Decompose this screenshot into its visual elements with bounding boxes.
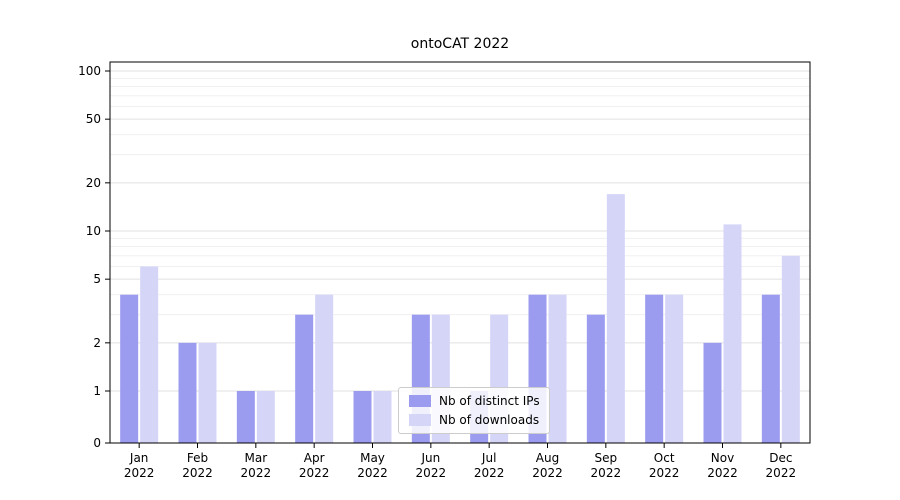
- legend-patch-downloads: [409, 414, 431, 426]
- x-tick-label: Nov 2022: [707, 451, 738, 480]
- chart-title: ontoCAT 2022: [410, 36, 510, 52]
- x-tick-label: Feb 2022: [182, 451, 213, 480]
- bar-distinct-ips-jan: [120, 294, 139, 443]
- x-tick-label: Jan 2022: [124, 451, 155, 480]
- x-tick-label: Jul 2022: [474, 451, 505, 480]
- axes-frame: [109, 61, 811, 444]
- bar-downloads-aug: [548, 294, 567, 443]
- legend-item-downloads: Nb of downloads: [409, 413, 539, 427]
- bar-distinct-ips-mar: [236, 391, 255, 443]
- bar-downloads-apr: [315, 294, 334, 443]
- y-tick-label: 20: [86, 176, 101, 190]
- bar-distinct-ips-feb: [178, 342, 197, 443]
- y-tick-label: 5: [93, 272, 101, 286]
- y-tick-label: 1: [93, 384, 101, 398]
- x-tick-label: Jun 2022: [416, 451, 447, 480]
- legend-item-distinct-ips: Nb of distinct IPs: [409, 394, 540, 408]
- bar-downloads-feb: [198, 342, 217, 443]
- legend-label-distinct-ips: Nb of distinct IPs: [439, 394, 540, 408]
- x-tick-label: Sep 2022: [591, 451, 622, 480]
- bar-distinct-ips-nov: [703, 342, 722, 443]
- y-tick-label: 2: [93, 336, 101, 350]
- y-tick-label: 0: [93, 436, 101, 450]
- y-tick-label: 10: [86, 224, 101, 238]
- bar-downloads-dec: [781, 255, 800, 443]
- legend-patch-distinct-ips: [409, 395, 431, 407]
- bar-distinct-ips-oct: [645, 294, 664, 443]
- x-tick-label: May 2022: [357, 451, 388, 480]
- bar-downloads-mar: [256, 391, 275, 443]
- x-tick-label: Aug 2022: [532, 451, 563, 480]
- bar-downloads-nov: [723, 224, 742, 443]
- legend: Nb of distinct IPs Nb of downloads: [398, 387, 550, 434]
- bar-distinct-ips-sep: [586, 314, 605, 443]
- y-tick-label: 100: [78, 64, 101, 78]
- x-tick-label: Apr 2022: [299, 451, 330, 480]
- bar-downloads-jan: [140, 266, 159, 443]
- x-tick-label: Dec 2022: [766, 451, 797, 480]
- bar-downloads-oct: [665, 294, 684, 443]
- bar-downloads-sep: [606, 194, 625, 443]
- x-tick-label: Oct 2022: [649, 451, 680, 480]
- bar-distinct-ips-apr: [295, 314, 314, 443]
- x-tick-label: Mar 2022: [241, 451, 272, 480]
- bar-distinct-ips-dec: [761, 294, 780, 443]
- y-tick-label: 50: [86, 112, 101, 126]
- bar-distinct-ips-may: [353, 391, 372, 443]
- bar-downloads-may: [373, 391, 392, 443]
- legend-label-downloads: Nb of downloads: [439, 413, 540, 427]
